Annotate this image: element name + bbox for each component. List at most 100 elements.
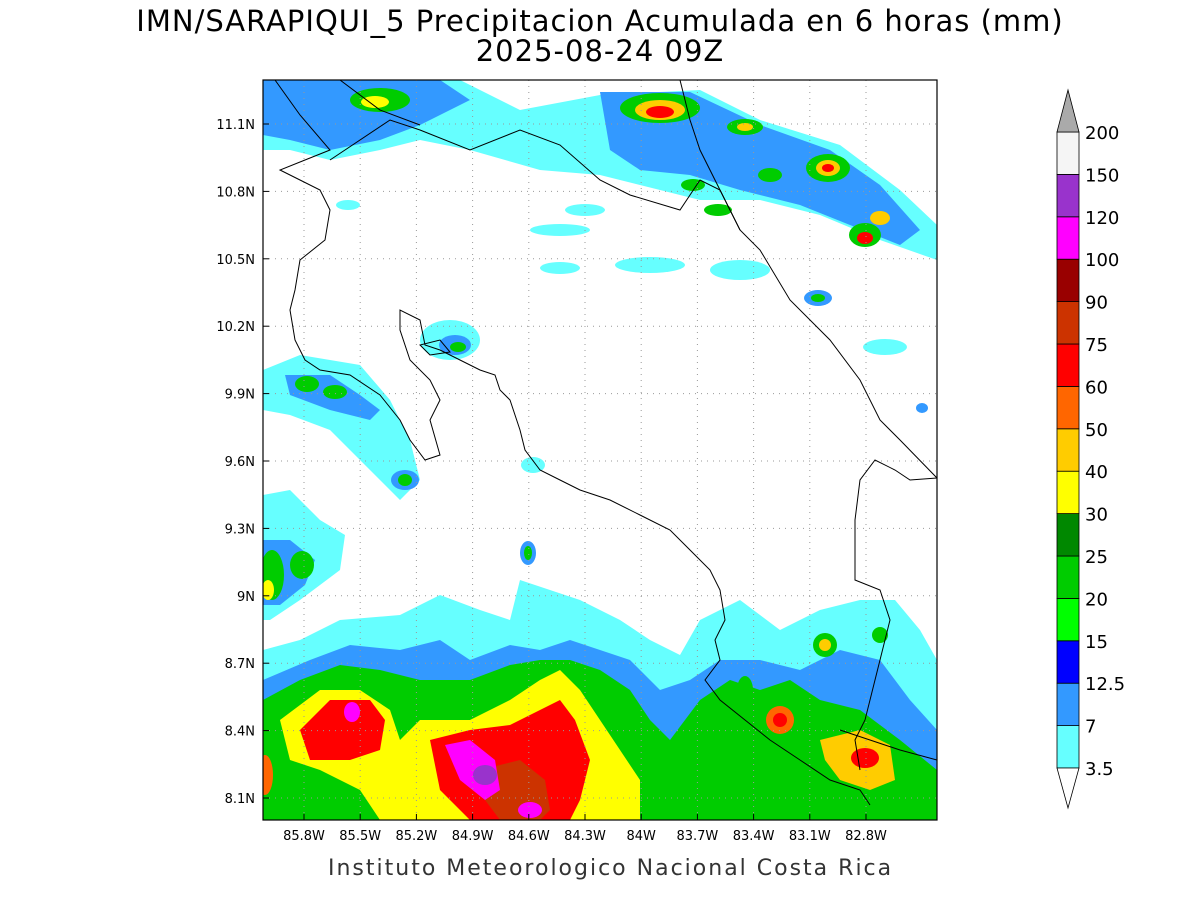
colorbar-label: 90 bbox=[1085, 293, 1108, 314]
colorbar-label: 3.5 bbox=[1085, 759, 1114, 780]
precip-cell bbox=[710, 260, 770, 280]
precip-cell bbox=[737, 123, 753, 131]
colorbar-swatch bbox=[1056, 216, 1080, 260]
precip-cell bbox=[263, 755, 273, 795]
map-title: IMN/SARAPIQUI_5 Precipitacion Acumulada … bbox=[136, 4, 1064, 38]
precip-cell bbox=[857, 232, 873, 244]
colorbar-swatch bbox=[1056, 428, 1080, 472]
colorbar-label: 75 bbox=[1085, 335, 1108, 356]
colorbar-label: 40 bbox=[1085, 462, 1108, 483]
lat-tick-label: 8.1N bbox=[225, 792, 255, 807]
footer-credit: Instituto Meteorologico Nacional Costa R… bbox=[328, 856, 894, 881]
precip-south-band-60b bbox=[430, 700, 590, 820]
precip-cell bbox=[615, 257, 685, 273]
precip-north-band-blue2 bbox=[600, 92, 920, 245]
colorbar-swatch bbox=[1056, 301, 1080, 345]
lat-tick-label: 10.8N bbox=[216, 185, 255, 200]
coast-caribbean-south bbox=[854, 459, 937, 771]
lat-tick-label: 9.9N bbox=[225, 388, 255, 403]
precip-cell bbox=[295, 376, 319, 392]
colorbar-label: 200 bbox=[1085, 123, 1119, 144]
lat-tick-label: 9N bbox=[237, 590, 255, 605]
precip-cell bbox=[822, 164, 834, 172]
precip-cell bbox=[473, 765, 497, 785]
colorbar-label: 60 bbox=[1085, 377, 1108, 398]
border-nicaragua bbox=[329, 119, 937, 479]
precip-cell bbox=[344, 702, 360, 722]
precip-cell bbox=[863, 339, 907, 355]
colorbar-swatch bbox=[1056, 470, 1080, 515]
coastlines-borders bbox=[274, 80, 937, 806]
colorbar-min-arrow bbox=[1056, 767, 1080, 810]
longitude-axis: 85.8W 85.5W 85.2W 84.9W 84.6W 84.3W 84W 83.7W 83… bbox=[283, 814, 887, 844]
coast-north-top bbox=[339, 80, 421, 126]
precip-north-band bbox=[263, 80, 937, 260]
colorbar-swatch bbox=[1056, 598, 1080, 642]
lat-tick-label: 11.1N bbox=[216, 118, 255, 133]
gulf-nicoya bbox=[419, 339, 451, 356]
colorbar-swatch bbox=[1056, 555, 1080, 599]
map-subtitle-datetime: 2025-08-24 09Z bbox=[475, 34, 725, 68]
lat-tick-label: 9.3N bbox=[225, 522, 255, 537]
lon-tick-label: 85.5W bbox=[339, 829, 381, 844]
colorbar-label: 100 bbox=[1085, 250, 1119, 271]
map-frame bbox=[262, 79, 938, 821]
colorbar-label: 30 bbox=[1085, 505, 1108, 526]
precip-cell bbox=[872, 627, 888, 643]
colorbar-label: 120 bbox=[1085, 208, 1119, 229]
precip-cell bbox=[565, 204, 605, 216]
precip-cell bbox=[540, 262, 580, 274]
lat-tick-label: 9.6N bbox=[225, 455, 255, 470]
lon-tick-label: 83.1W bbox=[789, 829, 831, 844]
colorbar-swatch bbox=[1056, 385, 1080, 430]
lat-tick-label: 8.4N bbox=[225, 725, 255, 740]
precip-cell bbox=[530, 224, 590, 236]
colorbar-label: 7 bbox=[1085, 717, 1096, 738]
map-gridlines bbox=[263, 80, 937, 820]
latitude-axis: 11.1N 10.8N 10.5N 10.2N 9.9N 9.6N 9.3N 9N 8.7N 8.… bbox=[216, 118, 269, 807]
lon-tick-label: 84W bbox=[626, 829, 656, 844]
colorbar-swatch bbox=[1056, 131, 1080, 175]
colorbar-swatch bbox=[1056, 725, 1080, 769]
colorbar-swatch bbox=[1056, 173, 1080, 218]
lon-tick-label: 84.3W bbox=[564, 829, 606, 844]
precip-cell bbox=[773, 713, 787, 727]
precip-cell bbox=[918, 777, 937, 793]
precip-cell bbox=[263, 580, 274, 600]
precip-cell bbox=[646, 106, 674, 118]
precip-cell bbox=[450, 342, 466, 352]
precip-cell bbox=[916, 403, 928, 413]
colorbar-swatch bbox=[1056, 513, 1080, 557]
border-panama bbox=[839, 729, 937, 761]
colorbar-label: 25 bbox=[1085, 547, 1108, 568]
precip-cell bbox=[290, 551, 314, 579]
colorbar-swatch bbox=[1056, 343, 1080, 387]
precip-cell bbox=[361, 96, 389, 108]
colorbar-label: 50 bbox=[1085, 420, 1108, 441]
lat-tick-label: 10.2N bbox=[216, 320, 255, 335]
precip-cell bbox=[758, 168, 782, 182]
coastline-pacific-north bbox=[274, 80, 871, 806]
lon-tick-label: 82.8W bbox=[845, 829, 887, 844]
precip-cell bbox=[851, 748, 879, 768]
colorbar-swatch bbox=[1056, 682, 1080, 727]
lon-tick-label: 83.7W bbox=[676, 829, 718, 844]
precip-cell bbox=[518, 802, 542, 818]
precip-cell bbox=[737, 676, 753, 704]
precip-south-band-60 bbox=[300, 700, 385, 760]
lat-tick-label: 8.7N bbox=[225, 657, 255, 672]
colorbar: 3.5 7 12.5 15 20 25 30 40 50 60 75 90 100 120 150 200 bbox=[1056, 88, 1125, 810]
precip-cell bbox=[704, 204, 732, 216]
precip-cell bbox=[524, 546, 532, 560]
precip-cell bbox=[819, 639, 831, 651]
precip-cell bbox=[323, 385, 347, 399]
colorbar-label: 20 bbox=[1085, 589, 1108, 610]
lon-tick-label: 84.9W bbox=[452, 829, 494, 844]
colorbar-label: 150 bbox=[1085, 165, 1119, 186]
lon-tick-label: 85.8W bbox=[283, 829, 325, 844]
precip-cell bbox=[811, 294, 825, 302]
lat-tick-label: 10.5N bbox=[216, 253, 255, 268]
precip-cell bbox=[870, 211, 890, 225]
colorbar-swatch bbox=[1056, 258, 1080, 303]
